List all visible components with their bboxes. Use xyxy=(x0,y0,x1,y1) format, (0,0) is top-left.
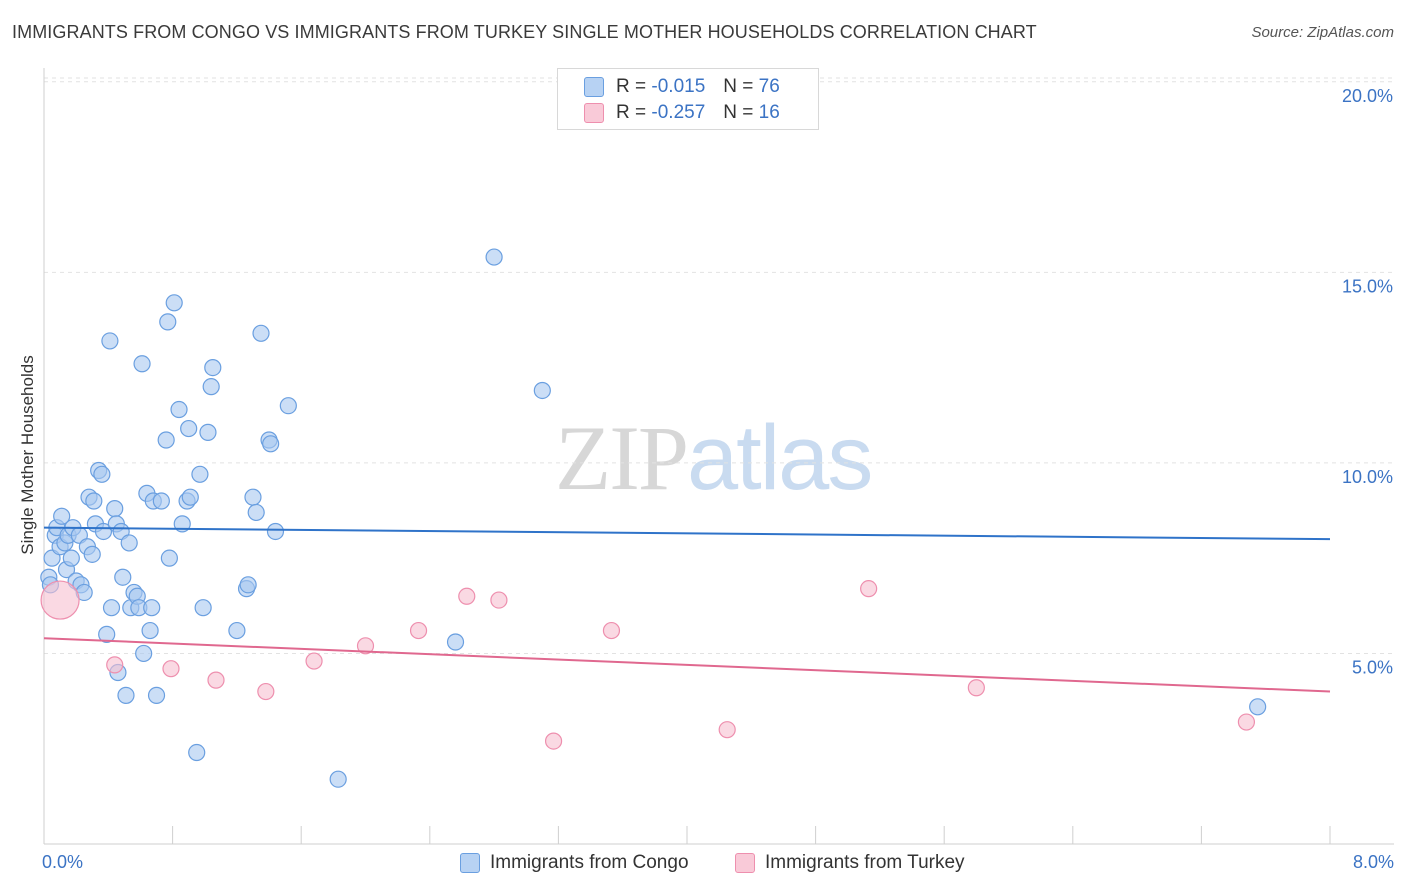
data-point-congo xyxy=(247,503,265,522)
data-point-congo xyxy=(135,644,153,663)
series-swatch-turkey xyxy=(735,853,755,873)
data-point-congo xyxy=(98,625,116,643)
data-point-congo xyxy=(143,599,161,617)
data-point-congo xyxy=(533,381,551,400)
data-point-congo xyxy=(1249,698,1267,716)
data-point-congo xyxy=(53,507,71,525)
x-tick-max: 8.0% xyxy=(1352,852,1394,872)
data-point-congo xyxy=(93,465,111,483)
data-point-congo xyxy=(266,522,285,541)
data-point-congo xyxy=(191,465,209,483)
data-point-turkey xyxy=(490,591,508,609)
legend-swatch-turkey xyxy=(584,103,604,123)
data-point-congo xyxy=(106,500,124,518)
y-tick-label: 10.0% xyxy=(1342,467,1393,487)
data-point-turkey xyxy=(409,621,428,640)
data-point-turkey xyxy=(718,721,736,739)
data-point-congo xyxy=(188,743,206,762)
data-point-congo xyxy=(101,332,119,350)
legend-swatch-congo xyxy=(584,77,604,97)
data-point-turkey xyxy=(544,732,563,750)
data-point-congo xyxy=(159,313,177,331)
y-tick-label: 5.0% xyxy=(1352,657,1393,677)
legend-r-label: R = xyxy=(616,76,647,97)
legend-row-congo: R = -0.015 N = 76 xyxy=(584,74,780,100)
data-point-congo xyxy=(239,576,257,594)
legend-n-value-turkey: 16 xyxy=(758,102,780,123)
data-point-turkey xyxy=(1237,713,1256,731)
data-point-turkey xyxy=(967,679,985,697)
y-tick-label: 15.0% xyxy=(1342,276,1393,296)
data-point-congo xyxy=(279,397,297,415)
series-legend: Immigrants from Congo Immigrants from Tu… xyxy=(0,852,1406,878)
data-point-congo xyxy=(446,633,465,651)
data-point-congo xyxy=(173,515,191,533)
data-point-congo xyxy=(202,378,220,396)
data-point-congo xyxy=(117,686,135,704)
data-point-turkey xyxy=(602,621,621,640)
data-point-congo xyxy=(252,324,270,342)
series-legend-congo: Immigrants from Congo xyxy=(460,852,689,874)
watermark-zip: ZIP xyxy=(555,407,689,509)
data-point-congo xyxy=(141,621,159,640)
data-point-turkey xyxy=(40,580,80,620)
legend-r-value-turkey: -0.257 xyxy=(651,102,706,123)
series-swatch-congo xyxy=(460,853,480,873)
legend-n-label: N = xyxy=(723,76,754,97)
x-tick-min: 0.0% xyxy=(42,852,84,872)
legend-n-label: N = xyxy=(723,102,754,123)
data-point-turkey xyxy=(860,580,878,598)
watermark: ZIPatlas xyxy=(555,405,873,511)
data-point-congo xyxy=(262,435,280,453)
data-point-turkey xyxy=(106,656,124,674)
correlation-legend: R = -0.015 N = 76 R = -0.257 N = 16 xyxy=(557,68,819,130)
data-point-turkey xyxy=(207,671,225,689)
data-point-congo xyxy=(102,599,121,617)
data-point-congo xyxy=(244,488,262,506)
series-legend-turkey: Immigrants from Turkey xyxy=(735,852,965,874)
data-point-congo xyxy=(62,549,80,567)
series-label-congo: Immigrants from Congo xyxy=(490,852,689,873)
data-point-turkey xyxy=(356,637,375,655)
data-point-congo xyxy=(228,621,246,640)
legend-n-value-congo: 76 xyxy=(758,76,780,97)
source-credit: Source: ZipAtlas.com xyxy=(1251,24,1394,41)
data-point-congo xyxy=(181,488,199,506)
legend-row-turkey: R = -0.257 N = 16 xyxy=(584,100,780,126)
data-point-congo xyxy=(120,534,138,552)
data-point-congo xyxy=(165,294,183,312)
legend-r-value-congo: -0.015 xyxy=(651,76,706,97)
data-point-congo xyxy=(85,492,103,510)
data-point-congo xyxy=(160,549,178,567)
data-point-congo xyxy=(133,355,151,373)
data-point-congo xyxy=(204,358,222,377)
trendline-turkey xyxy=(43,637,1331,693)
trendline-congo xyxy=(43,526,1331,541)
y-tick-label: 20.0% xyxy=(1342,86,1393,106)
data-point-congo xyxy=(157,431,175,449)
watermark-atlas: atlas xyxy=(687,407,873,509)
series-label-turkey: Immigrants from Turkey xyxy=(765,852,965,873)
data-point-congo xyxy=(329,770,347,788)
data-point-congo xyxy=(147,686,166,704)
data-point-turkey xyxy=(162,660,180,678)
data-point-congo xyxy=(180,419,198,438)
data-point-congo xyxy=(170,400,188,419)
legend-r-label: R = xyxy=(616,102,647,123)
data-point-congo xyxy=(485,248,503,266)
data-point-turkey xyxy=(458,587,476,605)
data-point-congo xyxy=(194,599,212,617)
data-point-congo xyxy=(83,545,101,563)
data-point-congo xyxy=(199,423,217,441)
data-point-turkey xyxy=(257,682,275,701)
data-point-congo xyxy=(114,568,132,586)
data-point-turkey xyxy=(305,652,323,670)
data-point-congo xyxy=(152,492,170,510)
chart-title: IMMIGRANTS FROM CONGO VS IMMIGRANTS FROM… xyxy=(12,22,1037,42)
